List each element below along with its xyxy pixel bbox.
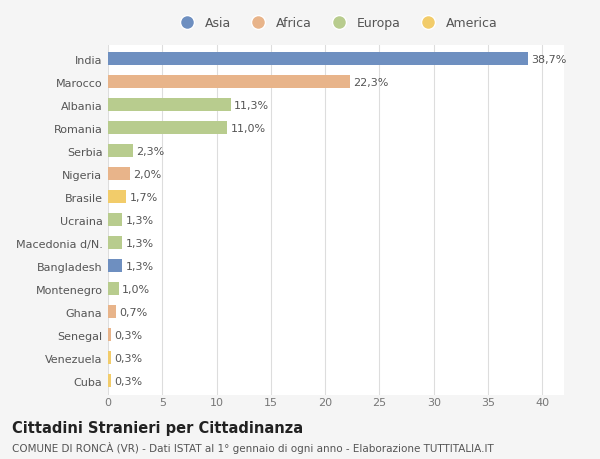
Text: 11,3%: 11,3%	[234, 101, 269, 111]
Bar	[108, 214, 122, 227]
Text: 0,7%: 0,7%	[119, 307, 147, 317]
Text: 1,3%: 1,3%	[125, 215, 154, 225]
Text: 1,0%: 1,0%	[122, 284, 150, 294]
Text: 0,3%: 0,3%	[115, 376, 143, 386]
Bar	[108, 375, 111, 387]
Text: 1,3%: 1,3%	[125, 261, 154, 271]
Text: 2,0%: 2,0%	[133, 169, 161, 179]
Text: 22,3%: 22,3%	[353, 78, 389, 88]
Text: 0,3%: 0,3%	[115, 330, 143, 340]
Text: 0,3%: 0,3%	[115, 353, 143, 363]
Text: 1,7%: 1,7%	[130, 192, 158, 202]
Bar	[108, 76, 350, 89]
Bar	[108, 283, 119, 296]
Bar	[108, 237, 122, 250]
Legend: Asia, Africa, Europa, America: Asia, Africa, Europa, America	[172, 15, 500, 33]
Bar	[108, 191, 127, 204]
Bar	[108, 122, 227, 135]
Bar	[108, 260, 122, 273]
Text: 38,7%: 38,7%	[532, 55, 567, 65]
Text: COMUNE DI RONCÀ (VR) - Dati ISTAT al 1° gennaio di ogni anno - Elaborazione TUTT: COMUNE DI RONCÀ (VR) - Dati ISTAT al 1° …	[12, 441, 494, 453]
Bar	[108, 306, 116, 319]
Bar	[108, 329, 111, 341]
Text: Cittadini Stranieri per Cittadinanza: Cittadini Stranieri per Cittadinanza	[12, 420, 303, 435]
Bar	[108, 53, 528, 66]
Text: 2,3%: 2,3%	[136, 146, 164, 157]
Bar	[108, 99, 230, 112]
Bar	[108, 168, 130, 181]
Text: 1,3%: 1,3%	[125, 238, 154, 248]
Bar	[108, 352, 111, 364]
Text: 11,0%: 11,0%	[230, 123, 266, 134]
Bar	[108, 145, 133, 158]
